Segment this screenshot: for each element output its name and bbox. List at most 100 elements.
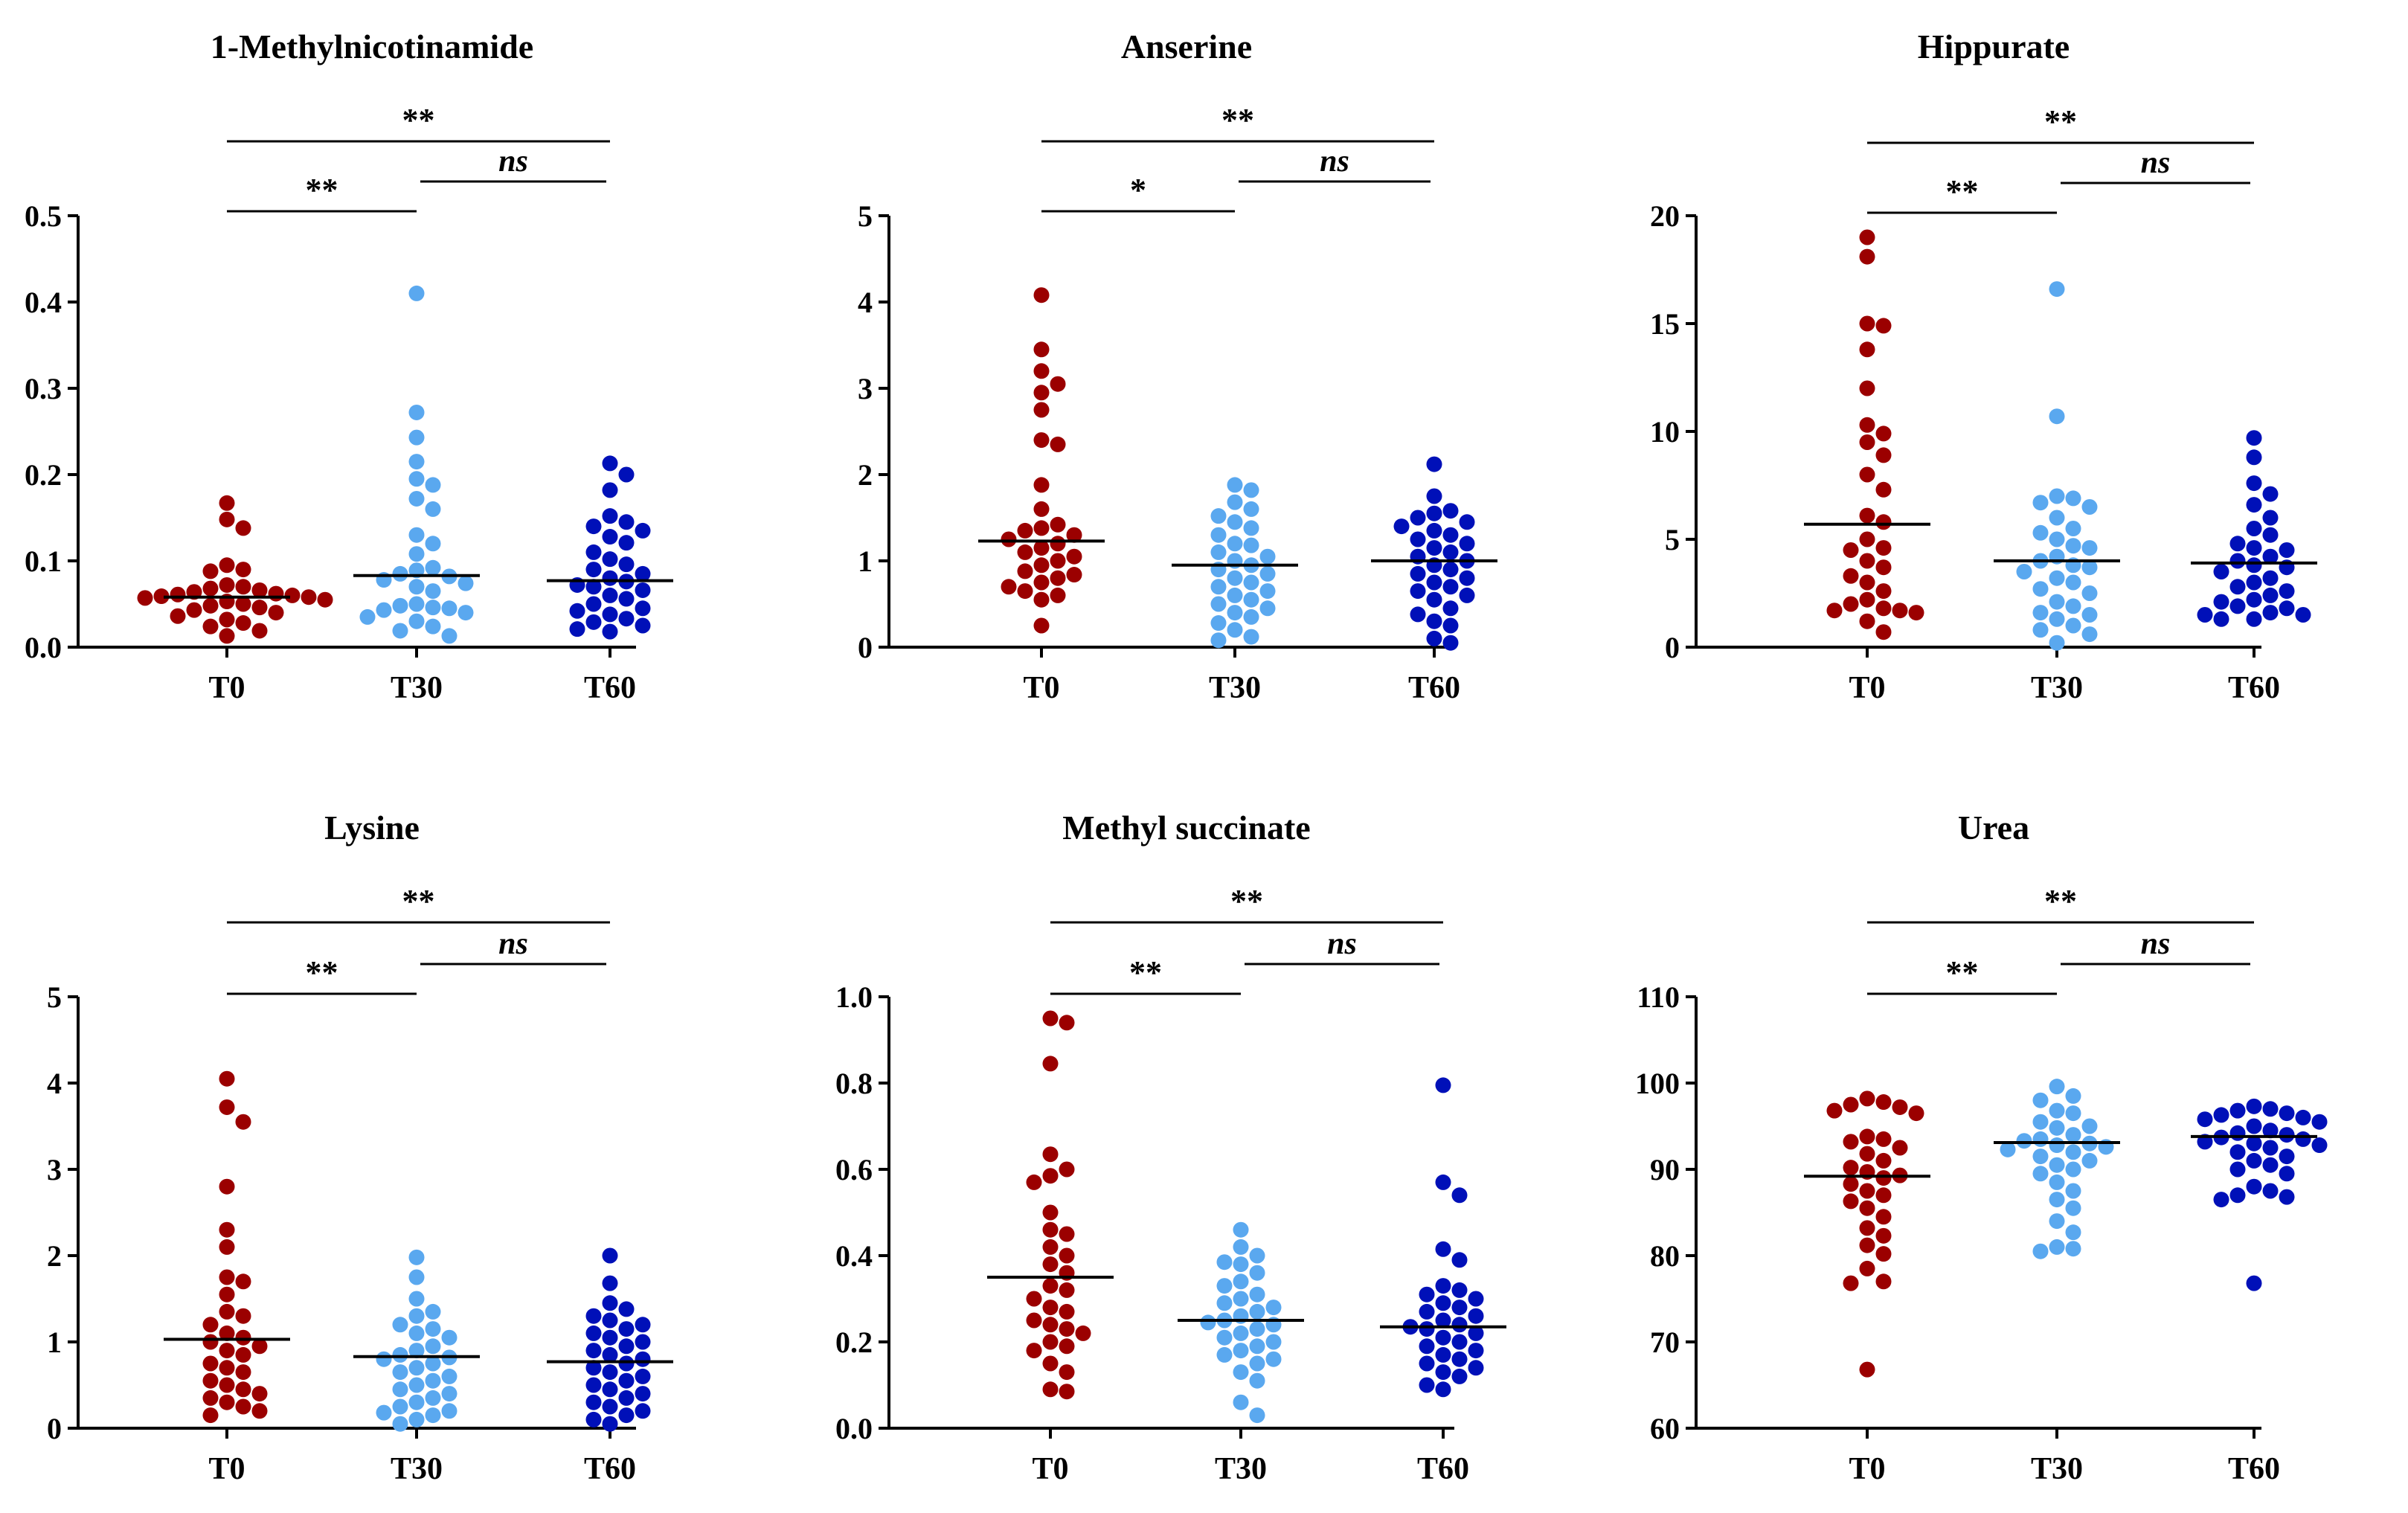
data-point-t30 [1233, 1256, 1249, 1273]
data-point-t60 [1426, 540, 1442, 556]
data-point-t30 [1249, 1303, 1265, 1320]
data-point-t0 [1826, 603, 1843, 619]
data-point-t60 [2279, 1105, 2295, 1122]
data-point-t30 [425, 559, 441, 576]
data-point-t30 [408, 1325, 425, 1341]
data-point-t0 [1050, 570, 1066, 586]
data-point-t0 [1859, 1220, 1875, 1236]
data-point-t0 [170, 608, 186, 624]
data-point-t0 [1033, 501, 1050, 517]
data-point-t30 [376, 602, 392, 618]
data-point-t30 [408, 579, 425, 595]
data-point-t0 [1875, 1094, 1892, 1111]
data-point-t60 [1468, 1325, 1484, 1341]
data-point-t30 [408, 1343, 425, 1359]
data-point-t0 [1059, 1384, 1075, 1400]
data-point-t30 [408, 546, 425, 562]
x-tick-label: T60 [2228, 671, 2280, 705]
data-point-t30 [1216, 1254, 1233, 1271]
data-point-t60 [1442, 635, 1459, 651]
significance-label-ns: ns [1327, 927, 1357, 961]
data-point-t30 [2032, 1166, 2049, 1182]
data-point-t60 [602, 1398, 618, 1415]
data-point-t60 [1468, 1308, 1484, 1324]
data-point-t0 [219, 1360, 235, 1376]
data-point-t30 [441, 1403, 457, 1419]
data-point-t0 [1050, 536, 1066, 552]
data-point-t0 [1042, 1168, 1059, 1184]
data-point-t60 [635, 582, 651, 598]
data-point-t60 [1442, 579, 1459, 595]
data-point-t60 [2279, 542, 2295, 558]
data-point-t0 [1042, 1256, 1059, 1273]
data-point-t60 [618, 1407, 635, 1424]
y-tick-label: 3 [47, 1153, 62, 1186]
data-point-t0 [1059, 1161, 1075, 1178]
data-point-t0 [1042, 1221, 1059, 1238]
data-point-t60 [585, 544, 602, 560]
data-point-t60 [1426, 456, 1442, 472]
data-point-t30 [1233, 1221, 1249, 1238]
data-point-t0 [219, 1286, 235, 1302]
significance-label: ** [402, 102, 435, 138]
data-point-t0 [235, 1381, 251, 1398]
data-point-t0 [1050, 553, 1066, 569]
data-point-t0 [170, 586, 186, 603]
data-point-t0 [202, 618, 219, 635]
data-point-t0 [235, 1273, 251, 1290]
data-point-t30 [376, 1404, 392, 1421]
data-point-t30 [2065, 538, 2081, 554]
data-point-t30 [408, 285, 425, 301]
data-point-t60 [1419, 1286, 1435, 1302]
data-point-t0 [1875, 1152, 1892, 1169]
data-point-t60 [2229, 536, 2246, 552]
data-point-t30 [2081, 499, 2098, 515]
data-point-t0 [1042, 1334, 1059, 1350]
data-point-t30 [2081, 1152, 2098, 1169]
data-point-t30 [408, 404, 425, 420]
data-point-t30 [408, 1411, 425, 1427]
data-point-t30 [1249, 1321, 1265, 1337]
data-point-t60 [602, 1247, 618, 1264]
data-point-t60 [602, 1416, 618, 1432]
data-point-t0 [1033, 574, 1050, 591]
data-point-t60 [618, 1390, 635, 1406]
data-point-t30 [1210, 596, 1227, 612]
data-point-t60 [1442, 503, 1459, 519]
data-point-t60 [1451, 1300, 1468, 1316]
data-point-t0 [202, 1390, 219, 1406]
y-tick-label: 0 [858, 631, 873, 664]
data-point-t60 [2311, 1114, 2328, 1130]
data-point-t30 [392, 1398, 408, 1415]
data-point-t30 [392, 623, 408, 639]
data-point-t30 [1233, 1343, 1249, 1359]
data-point-t0 [235, 615, 251, 632]
data-point-t30 [408, 454, 425, 470]
data-point-t30 [1249, 1286, 1265, 1302]
data-point-t0 [1875, 583, 1892, 600]
data-point-t0 [1050, 376, 1066, 392]
data-point-t60 [2262, 605, 2279, 621]
data-point-t30 [2081, 559, 2098, 576]
data-point-t0 [202, 1407, 219, 1424]
data-point-t0 [1001, 579, 1017, 595]
y-tick-label: 60 [1650, 1412, 1680, 1445]
data-point-t60 [1410, 606, 1426, 623]
data-point-t30 [2049, 1120, 2065, 1136]
y-tick-label: 0.1 [25, 545, 62, 578]
data-point-t0 [284, 587, 301, 603]
data-point-t60 [2246, 449, 2262, 466]
data-point-t0 [1875, 447, 1892, 463]
data-point-t30 [2049, 1213, 2065, 1230]
data-point-t0 [202, 1334, 219, 1350]
data-point-t30 [2049, 1239, 2065, 1255]
data-point-t0 [1859, 1200, 1875, 1216]
significance-label: ** [306, 954, 338, 991]
y-tick-label: 10 [1650, 415, 1680, 449]
data-point-t0 [1050, 436, 1066, 452]
data-point-t60 [1442, 527, 1459, 543]
data-point-t30 [1265, 1300, 1282, 1316]
data-point-t30 [2032, 622, 2049, 638]
x-tick-label: T30 [1209, 671, 1261, 705]
data-point-t60 [2311, 1137, 2328, 1154]
